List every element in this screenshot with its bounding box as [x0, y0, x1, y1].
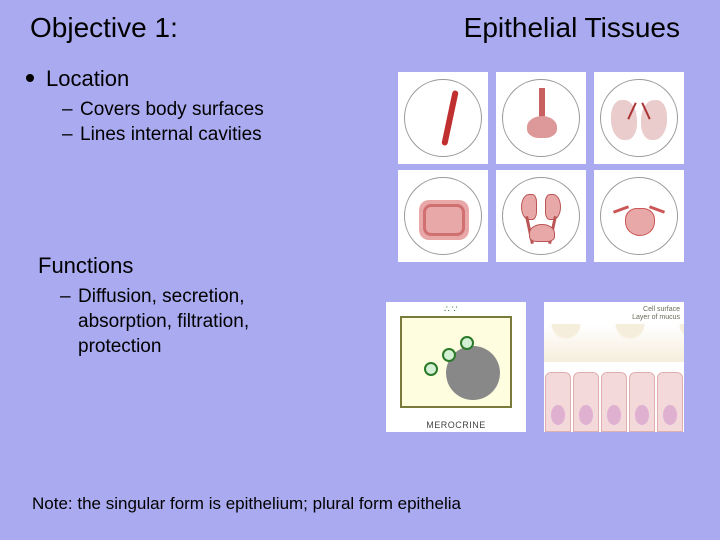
organ-cell-intestines — [398, 170, 488, 262]
organ-cell-trachea-thyroid — [496, 72, 586, 164]
dash-icon: – — [62, 123, 73, 148]
organ-circle-icon — [502, 177, 580, 255]
tissue-row: ∴∵ MEROCRINE Cell surface Layer of mucus — [386, 302, 684, 432]
organ-cell-kidneys-bladder — [496, 170, 586, 262]
mucosa-label-sub: Layer of mucus — [632, 314, 680, 322]
mucus-wave-icon — [544, 324, 684, 362]
secretion-dots-icon: ∴∵ — [444, 304, 459, 315]
organ-circle-icon — [404, 79, 482, 157]
organ-cell-esophagus — [398, 72, 488, 164]
location-item-text: Lines internal cavities — [80, 124, 262, 145]
slide: Objective 1: Epithelial Tissues Location… — [0, 0, 720, 540]
mucosa-labels: Cell surface Layer of mucus — [632, 306, 680, 321]
organ-cell-lungs — [594, 72, 684, 164]
title-row: Objective 1: Epithelial Tissues — [0, 0, 720, 44]
location-heading-text: Location — [46, 66, 129, 91]
tissue-mucosa: Cell surface Layer of mucus — [544, 302, 684, 432]
merocrine-caption: MEROCRINE — [386, 420, 526, 430]
functions-item: – Diffusion, secretion, absorption, filt… — [60, 285, 330, 359]
cell-wall-icon — [400, 316, 512, 408]
tissue-merocrine: ∴∵ MEROCRINE — [386, 302, 526, 432]
dash-icon: – — [60, 285, 71, 310]
organ-circle-icon — [600, 177, 678, 255]
organ-circle-icon — [404, 177, 482, 255]
vesicle-icon — [442, 348, 456, 362]
vesicle-icon — [424, 362, 438, 376]
location-item-text: Covers body surfaces — [80, 99, 264, 120]
mucosa-label-top: Cell surface — [632, 306, 680, 314]
functions-item-text: Diffusion, secretion, absorption, filtra… — [78, 286, 249, 356]
dash-icon: – — [62, 98, 73, 123]
organ-circle-icon — [600, 79, 678, 157]
bullet-dot-icon — [26, 74, 34, 82]
footnote: Note: the singular form is epithelium; p… — [32, 494, 461, 514]
organs-grid — [398, 72, 684, 262]
vesicle-icon — [460, 336, 474, 350]
organ-circle-icon — [502, 79, 580, 157]
title-left: Objective 1: — [30, 12, 178, 44]
title-right: Epithelial Tissues — [464, 12, 680, 44]
organ-cell-uterus — [594, 170, 684, 262]
epithelial-cells-icon — [544, 372, 684, 432]
